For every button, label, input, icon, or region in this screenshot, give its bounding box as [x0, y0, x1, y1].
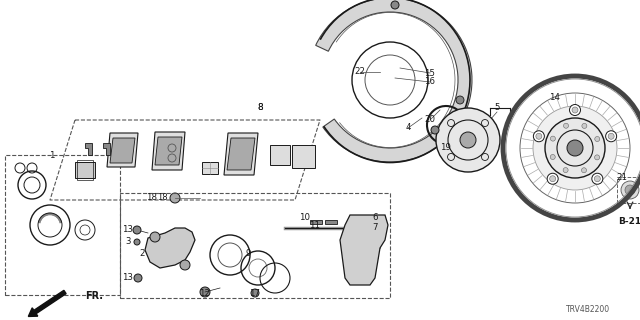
Circle shape — [545, 118, 605, 178]
Polygon shape — [75, 162, 95, 178]
Text: 1: 1 — [49, 150, 55, 159]
Circle shape — [150, 232, 160, 242]
Bar — [350, 225, 358, 232]
Text: B-21: B-21 — [618, 218, 640, 227]
Text: 8: 8 — [257, 103, 263, 113]
Text: 12: 12 — [200, 289, 211, 298]
Text: 16: 16 — [424, 77, 435, 86]
Polygon shape — [227, 138, 255, 170]
Circle shape — [595, 176, 600, 182]
Polygon shape — [85, 143, 92, 155]
Text: 3: 3 — [125, 237, 131, 246]
Polygon shape — [310, 220, 322, 224]
Circle shape — [563, 123, 568, 128]
Polygon shape — [103, 143, 110, 155]
Polygon shape — [110, 138, 135, 163]
Text: 4: 4 — [405, 124, 411, 132]
Circle shape — [605, 131, 617, 142]
Polygon shape — [145, 228, 195, 268]
Polygon shape — [107, 133, 138, 167]
Polygon shape — [292, 145, 315, 168]
Circle shape — [251, 289, 259, 297]
Circle shape — [180, 260, 190, 270]
Text: 14: 14 — [550, 93, 561, 102]
Text: FR.: FR. — [85, 291, 103, 301]
Circle shape — [456, 96, 464, 104]
Wedge shape — [316, 0, 472, 162]
Text: 15: 15 — [424, 68, 435, 77]
Circle shape — [625, 185, 635, 195]
Text: 9: 9 — [245, 249, 251, 258]
Circle shape — [170, 193, 180, 203]
Circle shape — [582, 168, 586, 173]
Circle shape — [595, 155, 600, 160]
Text: 20: 20 — [424, 116, 435, 124]
Polygon shape — [325, 220, 337, 224]
Circle shape — [550, 155, 556, 159]
Text: 10: 10 — [300, 213, 310, 222]
Circle shape — [533, 131, 545, 142]
Polygon shape — [202, 162, 218, 174]
Text: 17: 17 — [250, 289, 260, 298]
Circle shape — [550, 176, 556, 182]
Text: 13: 13 — [122, 226, 134, 235]
Bar — [617, 177, 640, 203]
Text: 5: 5 — [494, 103, 500, 113]
Circle shape — [536, 133, 542, 139]
Text: 22: 22 — [355, 68, 365, 76]
Circle shape — [133, 226, 141, 234]
Circle shape — [582, 124, 587, 128]
Circle shape — [547, 173, 558, 184]
FancyArrow shape — [28, 290, 66, 316]
Text: TRV4B2200: TRV4B2200 — [566, 306, 610, 315]
Polygon shape — [152, 132, 185, 170]
Text: 6: 6 — [372, 213, 378, 222]
Circle shape — [200, 287, 210, 297]
Circle shape — [563, 168, 568, 172]
Circle shape — [134, 239, 140, 245]
Circle shape — [621, 181, 639, 199]
Polygon shape — [155, 137, 182, 165]
Text: 18: 18 — [157, 194, 167, 203]
Text: 7: 7 — [372, 222, 378, 231]
Circle shape — [134, 274, 142, 282]
Circle shape — [608, 133, 614, 139]
Text: 18: 18 — [147, 194, 157, 203]
Text: 19: 19 — [440, 143, 451, 153]
Circle shape — [592, 173, 603, 184]
Circle shape — [431, 126, 439, 134]
Circle shape — [567, 140, 583, 156]
Text: 21: 21 — [616, 173, 627, 182]
Text: 2: 2 — [140, 249, 145, 258]
Polygon shape — [270, 145, 290, 165]
Circle shape — [595, 137, 600, 141]
Bar — [120, 193, 390, 298]
Circle shape — [570, 105, 580, 116]
Circle shape — [550, 136, 556, 141]
Circle shape — [460, 132, 476, 148]
Text: 13: 13 — [122, 274, 134, 283]
Circle shape — [533, 106, 617, 190]
Circle shape — [391, 1, 399, 9]
Polygon shape — [224, 133, 258, 175]
Text: 11: 11 — [310, 220, 321, 229]
Bar — [5, 155, 120, 295]
Circle shape — [436, 108, 500, 172]
Text: 8: 8 — [257, 103, 263, 113]
Circle shape — [572, 107, 578, 113]
Polygon shape — [340, 215, 388, 285]
